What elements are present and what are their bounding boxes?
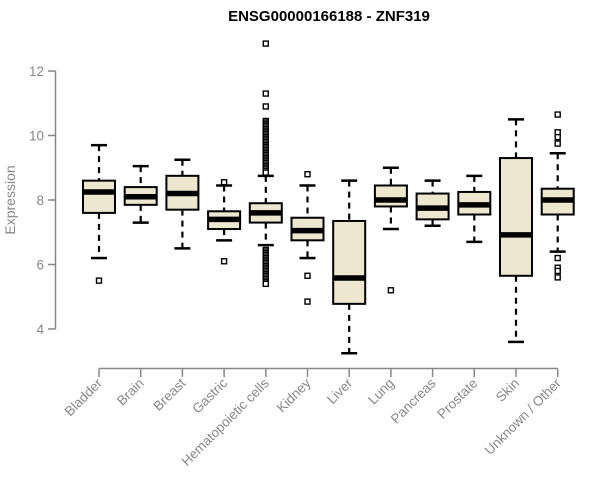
outlier-point bbox=[95, 277, 103, 284]
outlier-point bbox=[554, 274, 561, 281]
category-label-gastric: Gastric bbox=[189, 375, 230, 416]
outlier-point bbox=[554, 140, 561, 147]
outlier-point bbox=[554, 267, 561, 275]
category-label-pancreas: Pancreas bbox=[388, 375, 439, 426]
iqr-box bbox=[499, 157, 533, 277]
y-tick-label: 4 bbox=[36, 322, 44, 337]
boxplot-pancreas bbox=[415, 179, 450, 228]
outlier-point bbox=[262, 103, 269, 110]
outlier-point bbox=[554, 133, 561, 141]
outlier-point bbox=[304, 298, 311, 305]
outlier-point bbox=[262, 40, 269, 47]
outlier-point bbox=[220, 179, 228, 186]
boxplot-lung bbox=[373, 166, 408, 294]
category-label-lung: Lung bbox=[365, 376, 397, 408]
outlier-point bbox=[220, 258, 228, 265]
y-tick-label: 10 bbox=[29, 129, 44, 144]
plot-area: 4 6 8 10 12 Bladder Brain Breast GastricHematopo… bbox=[29, 40, 575, 469]
outlier-point bbox=[554, 254, 561, 262]
iqr-box bbox=[332, 219, 367, 305]
outlier-point bbox=[262, 169, 269, 176]
category-label-unknown-other: Unknown / Other bbox=[482, 375, 565, 458]
outlier-point bbox=[262, 90, 269, 97]
boxplot-gastric bbox=[207, 179, 242, 265]
iqr-box bbox=[373, 184, 408, 208]
boxplot-breast bbox=[165, 158, 200, 250]
category-label-skin: Skin bbox=[493, 376, 522, 405]
y-axis-title: Expression bbox=[2, 165, 18, 234]
outlier-point bbox=[304, 272, 311, 279]
y-tick-label: 12 bbox=[29, 64, 44, 79]
outlier-point bbox=[262, 280, 269, 288]
category-label-liver: Liver bbox=[324, 375, 356, 407]
boxplot-hematopoietic-cells bbox=[248, 40, 283, 288]
chart-title: ENSG00000166188 - ZNF319 bbox=[228, 8, 430, 25]
boxplot-liver bbox=[332, 179, 367, 355]
boxplot-skin bbox=[499, 118, 533, 344]
category-label-breast: Breast bbox=[150, 375, 188, 413]
outlier-point bbox=[554, 111, 561, 118]
boxplot-prostate bbox=[457, 174, 492, 244]
category-label-kidney: Kidney bbox=[274, 375, 314, 415]
boxplot-brain bbox=[123, 164, 158, 224]
boxplot-bladder bbox=[82, 143, 116, 284]
boxplot-kidney bbox=[290, 170, 325, 305]
boxplot-unknown-other bbox=[540, 111, 575, 281]
outlier-point bbox=[387, 287, 395, 294]
y-tick-label: 8 bbox=[36, 193, 44, 208]
category-label-bladder: Bladder bbox=[62, 375, 106, 419]
y-tick-label: 6 bbox=[36, 258, 44, 273]
y-axis: 4 6 8 10 12 bbox=[29, 64, 57, 337]
category-label-prostate: Prostate bbox=[434, 376, 480, 422]
outlier-point bbox=[304, 170, 311, 178]
iqr-box bbox=[82, 179, 116, 214]
category-label-brain: Brain bbox=[114, 376, 147, 409]
